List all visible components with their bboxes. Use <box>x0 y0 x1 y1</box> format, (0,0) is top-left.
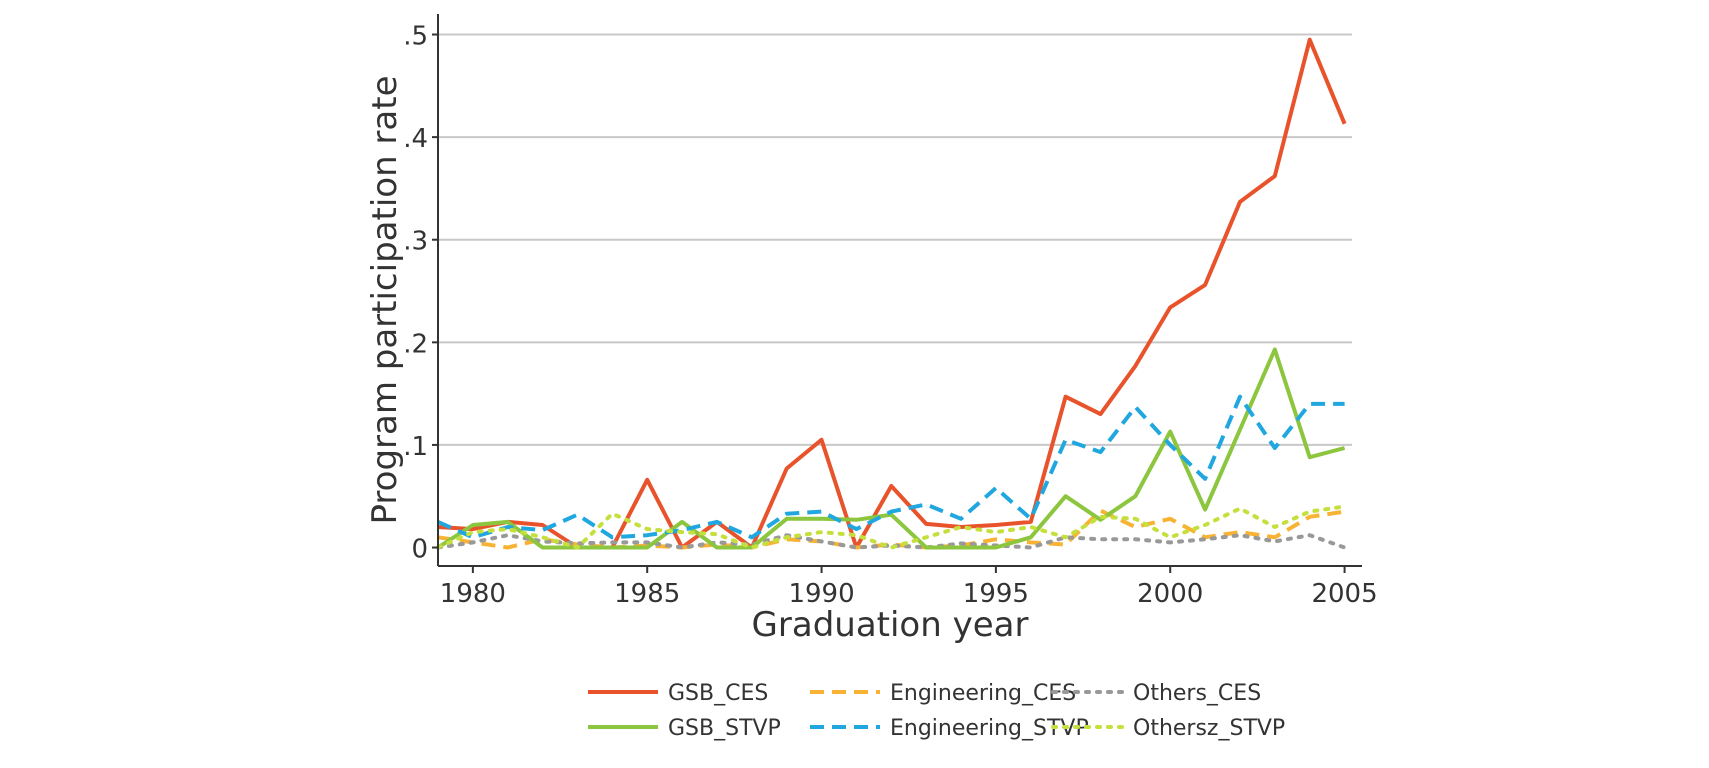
y-tick-label: .2 <box>403 329 428 359</box>
legend-item: Engineering_CES <box>810 681 1076 706</box>
series-line-gsb-stvp <box>436 347 1346 550</box>
x-tick-label: 1980 <box>440 579 506 609</box>
y-axis-title: Program participation rate <box>365 76 405 525</box>
axes: 0 .1 .2 .3 .4 .5 1980 1985 1990 1995 2000 2005 <box>403 14 1378 609</box>
y-tick-label: .5 <box>403 22 428 52</box>
series-line-engineering-stvp <box>437 394 1345 540</box>
x-tick-label: 2000 <box>1137 579 1203 609</box>
legend-label: GSB_CES <box>668 681 768 706</box>
series-lines <box>436 37 1347 550</box>
series-line-othersz-stvp <box>436 504 1347 550</box>
legend-label: Othersz_STVP <box>1133 716 1285 741</box>
y-tick-label: .4 <box>403 124 428 154</box>
y-tick-label: 0 <box>411 535 428 565</box>
legend-label: Others_CES <box>1133 681 1261 706</box>
legend-label: GSB_STVP <box>668 716 781 741</box>
legend-item: Others_CES <box>1051 681 1261 706</box>
x-tick-label: 1985 <box>614 579 680 609</box>
x-axis-title: Graduation year <box>752 605 1029 645</box>
x-tick-label: 1990 <box>788 579 854 609</box>
y-tick-label: .1 <box>403 432 428 462</box>
legend-item: Othersz_STVP <box>1051 716 1285 741</box>
gridlines <box>438 33 1352 446</box>
legend-item: GSB_STVP <box>588 716 781 741</box>
legend: GSB_CES Engineering_CES Others_CES GSB_STVP… <box>588 681 1285 741</box>
y-tick-label: .3 <box>403 227 428 257</box>
legend-label: Engineering_CES <box>890 681 1076 706</box>
series-line-gsb-ces <box>437 37 1347 550</box>
legend-item: Engineering_STVP <box>810 716 1089 741</box>
legend-item: GSB_CES <box>588 681 768 706</box>
x-tick-label: 1995 <box>963 579 1029 609</box>
x-tick-label: 2005 <box>1311 579 1377 609</box>
series-line-engineering-ces <box>437 508 1345 550</box>
series-line-others-ces <box>436 533 1347 550</box>
legend-label: Engineering_STVP <box>890 716 1089 741</box>
